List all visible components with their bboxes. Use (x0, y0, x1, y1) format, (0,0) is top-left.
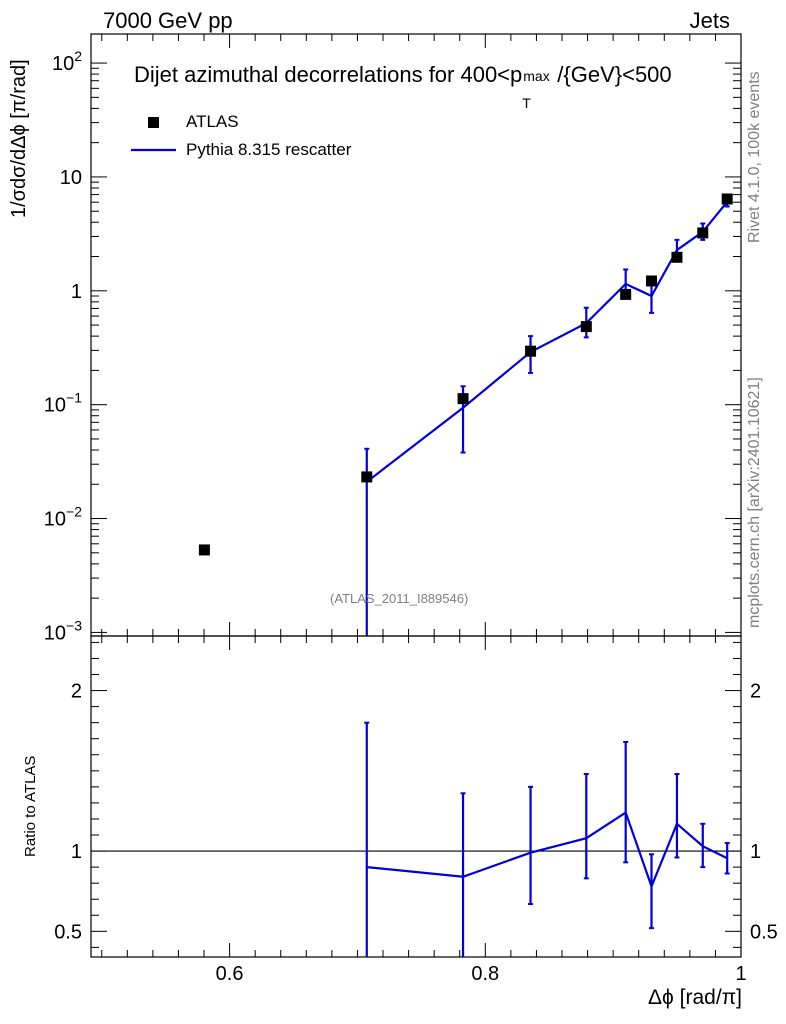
title-post: /{GeV}<500 (557, 62, 672, 87)
y-tick-label: 10−2 (44, 504, 82, 531)
ratio-y-tick-label-right: 2 (750, 681, 761, 703)
atlas-data-point (721, 193, 733, 205)
y-tick-label: 1 (71, 281, 82, 303)
title-sub: T (522, 95, 531, 111)
y-tick-label: 10−3 (44, 617, 82, 644)
x-tick-label: 0.8 (471, 963, 499, 985)
rivet-info: Rivet 4.1.0, 100k events (746, 71, 763, 243)
atlas-data-point (580, 321, 592, 333)
legend-pythia-label: Pythia 8.315 rescatter (186, 140, 352, 159)
atlas-data-point (646, 275, 658, 287)
y-tick-label: 10 (60, 167, 82, 189)
ratio-y-tick-label-right: 0.5 (750, 921, 778, 943)
mc-line (366, 201, 729, 483)
ratio-panel: 0.6 0.8 10.5 0.51 12 2 (54, 635, 778, 985)
atlas-data-point (198, 544, 210, 556)
main-panel: 10−3 10−2 10−1 1 10 102 (44, 33, 742, 644)
ratio-frame (90, 635, 742, 958)
atlas-data-point (697, 227, 709, 239)
y-tick-label: 10−1 (44, 390, 82, 417)
atlas-data-point (361, 471, 373, 483)
ratio-y-tick-label: 2 (71, 681, 82, 703)
title-sup: max (523, 68, 550, 84)
ratio-ylabel: Ratio to ATLAS (22, 755, 39, 857)
atlas-data-point (457, 393, 469, 405)
header-jets: Jets (689, 8, 730, 33)
xlabel: Δϕ [rad/π] (648, 986, 742, 1009)
atlas-data-point (620, 288, 632, 300)
header-energy: 7000 GeV pp (103, 8, 233, 33)
main-ylabel: 1/σdσ/dΔϕ [π/rad] (8, 59, 30, 218)
analysis-id: (ATLAS_2011_I889546) (330, 591, 469, 606)
legend-atlas-label: ATLAS (186, 112, 239, 131)
x-tick-label: 1 (735, 963, 746, 985)
atlas-data-point (525, 345, 537, 357)
title-pre: Dijet azimuthal decorrelations for 400<p (134, 62, 523, 87)
chart-title: Dijet azimuthal decorrelations for 400<p… (134, 62, 672, 111)
ratio-line (366, 810, 728, 890)
ratio-y-tick-label-right: 1 (750, 841, 761, 863)
legend-atlas-marker (148, 117, 159, 128)
mcplots-info: mcplots.cern.ch [arXiv:2401.10621] (746, 377, 763, 628)
x-tick-label: 0.6 (216, 963, 244, 985)
y-tick-label: 102 (52, 48, 82, 75)
ratio-y-tick-label: 1 (71, 841, 82, 863)
ratio-y-tick-label: 0.5 (54, 921, 82, 943)
atlas-data-point (671, 251, 683, 263)
